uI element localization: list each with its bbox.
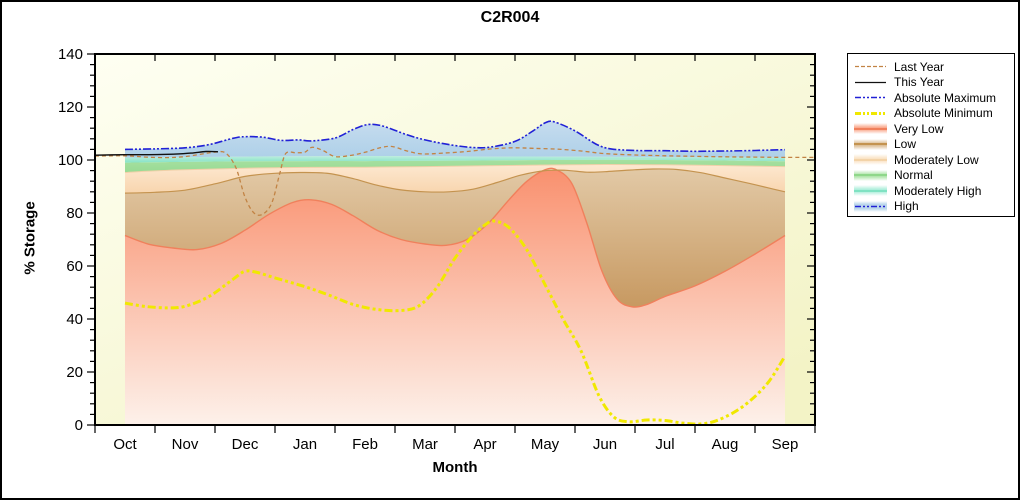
legend-sample-this-year bbox=[854, 77, 887, 88]
legend-item-absolute-minimum: Absolute Minimum bbox=[854, 106, 1010, 122]
band-edge-very-low bbox=[124, 167, 786, 308]
legend-item-low: Low bbox=[854, 137, 1010, 153]
series-abs-min bbox=[124, 219, 787, 426]
legend-sample-normal bbox=[854, 169, 887, 181]
y-axis-title: % Storage bbox=[21, 201, 39, 275]
x-tick-label: Sep bbox=[772, 436, 799, 453]
band-moderately-high bbox=[125, 156, 785, 163]
legend-sample-line-moderately-high bbox=[854, 189, 887, 192]
legend-sample-high bbox=[854, 200, 887, 212]
x-tick-label: Oct bbox=[113, 436, 137, 453]
x-tick-label: Jun bbox=[593, 436, 617, 453]
band-edge-moderately-low bbox=[124, 163, 786, 173]
legend-label: Absolute Maximum bbox=[894, 90, 997, 105]
legend-sample-moderately-high bbox=[854, 185, 887, 197]
series-last-year bbox=[94, 145, 815, 216]
legend-item-this-year: This Year bbox=[854, 75, 1010, 91]
legend-sample-low bbox=[854, 138, 887, 150]
y-tick-label: 120 bbox=[58, 99, 83, 116]
series-abs-max bbox=[124, 120, 786, 153]
y-tick-label: 60 bbox=[66, 258, 83, 275]
x-tick-label: Aug bbox=[712, 436, 739, 453]
x-tick-label: Dec bbox=[232, 436, 259, 453]
y-tick-label: 140 bbox=[58, 46, 83, 63]
legend-label: Moderately High bbox=[894, 183, 982, 198]
legend-sample-absolute-minimum bbox=[854, 108, 887, 119]
legend-item-moderately-high: Moderately High bbox=[854, 183, 1010, 199]
legend-label: Moderately Low bbox=[894, 152, 979, 167]
x-tick-label: Jul bbox=[655, 436, 674, 453]
band-edges bbox=[124, 163, 786, 308]
legend-sample-very-low bbox=[854, 123, 887, 135]
band-edge-low bbox=[124, 168, 786, 194]
legend-item-absolute-maximum: Absolute Maximum bbox=[854, 90, 1010, 106]
legend-sample-line-low bbox=[854, 143, 887, 146]
x-tick-label: Mar bbox=[412, 436, 438, 453]
legend-label: This Year bbox=[894, 75, 945, 90]
legend-sample-line-normal bbox=[854, 174, 887, 177]
y-tick-label: 20 bbox=[66, 364, 83, 381]
legend-sample-absolute-maximum bbox=[854, 92, 887, 103]
y-tick-label: 0 bbox=[75, 417, 83, 434]
legend-sample-moderately-low bbox=[854, 154, 887, 166]
x-tick-label: Nov bbox=[172, 436, 199, 453]
legend-label: Last Year bbox=[894, 59, 945, 74]
legend-label: Very Low bbox=[894, 121, 944, 136]
bands bbox=[125, 121, 785, 425]
legend-item-normal: Normal bbox=[854, 168, 1010, 184]
page-title: C2R004 bbox=[480, 9, 540, 26]
x-tick-label: Feb bbox=[352, 436, 378, 453]
x-tick-label: Jan bbox=[293, 436, 317, 453]
legend-label: Normal bbox=[894, 168, 933, 183]
legend-sample-line-moderately-low bbox=[854, 158, 887, 161]
legend-label: Low bbox=[894, 137, 917, 152]
legend-label: Absolute Minimum bbox=[894, 106, 993, 121]
band-high bbox=[125, 121, 785, 158]
legend-item-very-low: Very Low bbox=[854, 121, 1010, 137]
x-tick-label: Apr bbox=[473, 436, 496, 453]
x-tick-label: May bbox=[531, 436, 560, 453]
y-tick-label: 80 bbox=[66, 205, 83, 222]
legend-item-moderately-low: Moderately Low bbox=[854, 152, 1010, 168]
legend-item-last-year: Last Year bbox=[854, 59, 1010, 75]
series-this-year bbox=[94, 150, 219, 156]
x-axis-title: Month bbox=[432, 459, 478, 476]
band-very-low bbox=[125, 168, 785, 425]
line-series bbox=[94, 120, 815, 426]
legend-item-high: High bbox=[854, 199, 1010, 215]
legend-label: High bbox=[894, 199, 919, 214]
legend-sample-last-year bbox=[854, 61, 887, 72]
band-moderately-low bbox=[125, 164, 785, 194]
y-tick-label: 40 bbox=[66, 311, 83, 328]
y-tick-label: 100 bbox=[58, 152, 83, 169]
legend-box: Last Year This Year Absolute Maximum Absolu… bbox=[847, 53, 1015, 217]
axis-ticks bbox=[87, 53, 816, 433]
legend-sample-line-very-low bbox=[854, 127, 887, 130]
